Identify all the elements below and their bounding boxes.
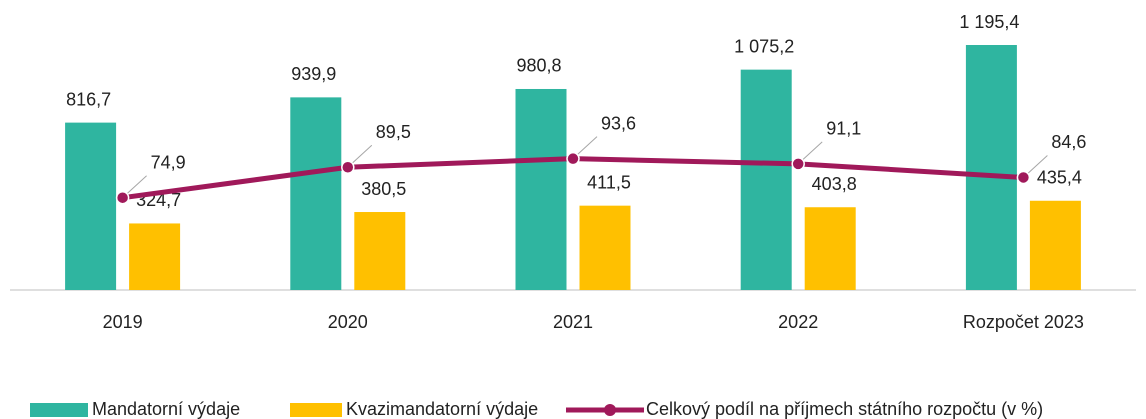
line-marker (1016, 170, 1031, 185)
data-label: 1 075,2 (734, 36, 794, 56)
bar (804, 207, 856, 290)
x-tick-label: Rozpočet 2023 (963, 312, 1084, 332)
line-marker (566, 151, 580, 166)
data-label: 93,6 (601, 113, 636, 133)
bar (965, 45, 1017, 290)
x-tick-label: 2022 (778, 312, 818, 332)
data-label: 411,5 (587, 172, 631, 192)
bar (129, 223, 181, 290)
data-label: 435,4 (1037, 168, 1082, 188)
data-label: 816,7 (66, 89, 111, 109)
line-marker (341, 160, 355, 174)
bar (579, 205, 631, 290)
data-label: 1 195,4 (959, 12, 1019, 32)
legend-swatch (30, 403, 88, 417)
data-label: 380,5 (361, 179, 406, 199)
data-label: 89,5 (376, 122, 411, 142)
data-label: 74,9 (151, 152, 186, 172)
bar (515, 88, 567, 291)
bar (290, 97, 342, 290)
x-tick-label: 2020 (328, 312, 368, 332)
line-marker (115, 190, 130, 205)
legend-label: Kvazimandatorní výdaje (346, 399, 538, 419)
data-label: 980,8 (516, 56, 561, 76)
data-label: 939,9 (291, 64, 336, 84)
bar (65, 122, 117, 291)
bar (354, 212, 406, 290)
data-label: 403,8 (812, 174, 857, 194)
line-marker (791, 157, 805, 171)
legend-label: Celkový podíl na příjmech státního rozpo… (646, 399, 1043, 419)
x-tick-label: 2021 (553, 312, 593, 332)
data-label: 91,1 (826, 119, 861, 139)
x-tick-label: 2019 (103, 312, 143, 332)
data-label: 84,6 (1051, 132, 1086, 152)
legend-swatch (290, 403, 342, 417)
bar (1029, 200, 1081, 290)
legend-label: Mandatorní výdaje (92, 399, 240, 419)
legend-swatch (604, 404, 616, 416)
bar (740, 69, 792, 290)
